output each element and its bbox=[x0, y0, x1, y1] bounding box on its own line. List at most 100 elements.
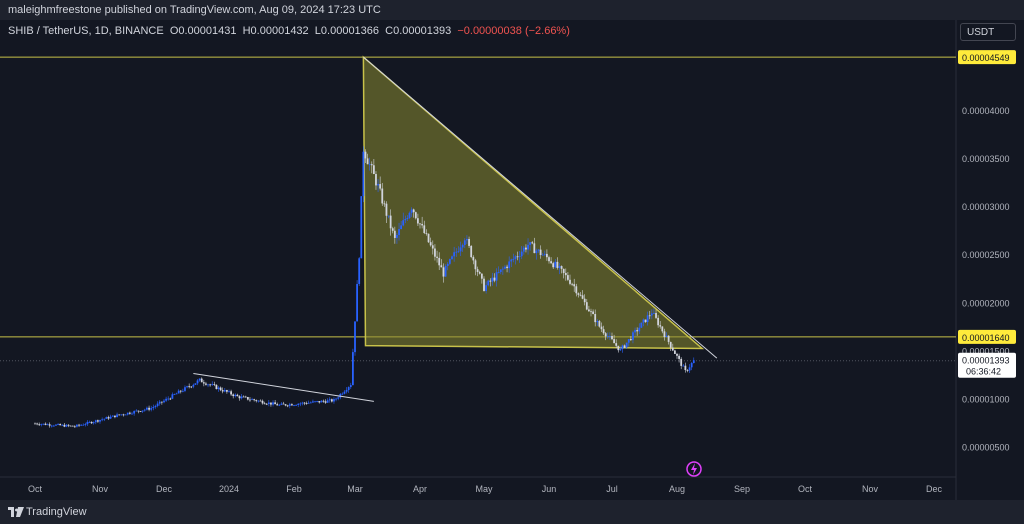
candle-body bbox=[429, 242, 432, 246]
candle-body bbox=[156, 403, 159, 406]
candle-body bbox=[512, 258, 515, 260]
candle-body bbox=[419, 223, 421, 225]
candle-body bbox=[518, 256, 521, 258]
candle-body bbox=[238, 396, 241, 399]
candle-body bbox=[537, 249, 540, 251]
candle-body bbox=[320, 400, 323, 403]
candle-body bbox=[351, 352, 354, 386]
symbol-name: SHIB / TetherUS, 1D, BINANCE bbox=[8, 25, 164, 37]
candle-body bbox=[425, 233, 428, 234]
candle-body bbox=[434, 248, 436, 257]
candle-body bbox=[573, 284, 576, 287]
candle-body bbox=[575, 286, 578, 294]
lightning-icon[interactable] bbox=[686, 461, 702, 477]
candle-body bbox=[202, 382, 205, 384]
candle-body bbox=[448, 259, 451, 264]
candle-body bbox=[590, 311, 592, 313]
candle-body bbox=[251, 399, 253, 401]
candle-body bbox=[330, 399, 333, 402]
candle-body bbox=[562, 268, 565, 273]
candle-body bbox=[421, 223, 424, 226]
candle-body bbox=[627, 339, 630, 343]
candle-body bbox=[431, 245, 434, 249]
candle-body bbox=[312, 401, 314, 403]
candle-body bbox=[499, 269, 502, 273]
y-tick-label: 0.00002500 bbox=[962, 250, 1010, 260]
candle-body bbox=[196, 380, 199, 384]
candle-body bbox=[282, 403, 285, 405]
candle-body bbox=[48, 424, 51, 426]
candle-body bbox=[314, 401, 316, 403]
trendline bbox=[363, 56, 718, 359]
candle-body bbox=[385, 203, 388, 216]
candle-body bbox=[118, 414, 121, 416]
candle-body bbox=[198, 378, 201, 381]
x-tick-label: Mar bbox=[347, 484, 363, 494]
candle-body bbox=[617, 345, 620, 351]
x-tick-label: Oct bbox=[798, 484, 813, 494]
candle-body bbox=[135, 410, 138, 412]
candle-body bbox=[457, 251, 460, 253]
candle-body bbox=[211, 384, 214, 385]
candle-body bbox=[171, 394, 174, 399]
candle-body bbox=[588, 309, 590, 312]
candle-body bbox=[686, 370, 689, 371]
candle-body bbox=[539, 249, 542, 256]
candle-body bbox=[126, 412, 129, 415]
candle-body bbox=[362, 151, 365, 197]
x-tick-label: Aug bbox=[669, 484, 685, 494]
candle-body bbox=[398, 229, 400, 236]
candle-body bbox=[461, 244, 464, 248]
candle-body bbox=[684, 365, 687, 371]
candle-body bbox=[169, 398, 172, 400]
candle-body bbox=[186, 386, 188, 388]
candle-body bbox=[328, 399, 331, 401]
candle-body bbox=[124, 414, 127, 416]
candle-body bbox=[278, 404, 281, 406]
candle-body bbox=[661, 326, 664, 332]
candle-body bbox=[404, 219, 407, 221]
y-tick-label: 0.00002000 bbox=[962, 298, 1010, 308]
candle-body bbox=[139, 411, 142, 413]
candle-body bbox=[133, 411, 136, 414]
x-tick-label: Nov bbox=[862, 484, 879, 494]
candle-body bbox=[116, 414, 118, 418]
candle-body bbox=[391, 228, 394, 231]
candle-body bbox=[347, 387, 350, 391]
candle-body bbox=[158, 401, 161, 404]
lightning-icon-ring bbox=[686, 461, 702, 477]
grid bbox=[0, 20, 957, 500]
candle-body bbox=[141, 410, 144, 412]
candle-body bbox=[688, 367, 691, 371]
candle-body bbox=[356, 283, 358, 322]
candle-body bbox=[514, 256, 517, 259]
candle-body bbox=[653, 313, 655, 314]
candle-body bbox=[276, 404, 279, 406]
candle-body bbox=[489, 280, 492, 282]
candle-body bbox=[440, 265, 443, 268]
candle-body bbox=[472, 257, 475, 261]
candle-body bbox=[309, 402, 312, 404]
currency-selector[interactable]: USDT bbox=[960, 23, 1016, 41]
tradingview-brand: TradingView bbox=[26, 506, 87, 518]
candle-body bbox=[550, 261, 552, 264]
candle-body bbox=[644, 319, 647, 323]
candle-body bbox=[663, 331, 666, 338]
x-tick-label: Feb bbox=[286, 484, 302, 494]
candle-body bbox=[655, 313, 657, 318]
candle-body bbox=[642, 319, 645, 323]
candle-body bbox=[270, 402, 272, 405]
candle-body bbox=[288, 404, 291, 406]
candle-body bbox=[491, 277, 494, 282]
publisher-text: maleighmfreestone published on TradingVi… bbox=[8, 4, 381, 16]
candle-body bbox=[483, 278, 485, 291]
candle-body bbox=[105, 417, 108, 419]
candle-body bbox=[190, 386, 193, 388]
triangle-shape bbox=[362, 55, 705, 350]
candle-body bbox=[423, 225, 426, 234]
time-axis: Oct Nov Dec 2024 Feb Mar Apr May Jun Jul Aug Sep Oct… bbox=[28, 484, 943, 494]
candle-body bbox=[596, 321, 599, 323]
ohlc-low: L0.00001366 bbox=[314, 25, 380, 37]
price-chart[interactable]: 0.00004000 0.00003500 0.00003000 0.00002500… bbox=[0, 20, 1024, 500]
candle-body bbox=[583, 298, 586, 303]
